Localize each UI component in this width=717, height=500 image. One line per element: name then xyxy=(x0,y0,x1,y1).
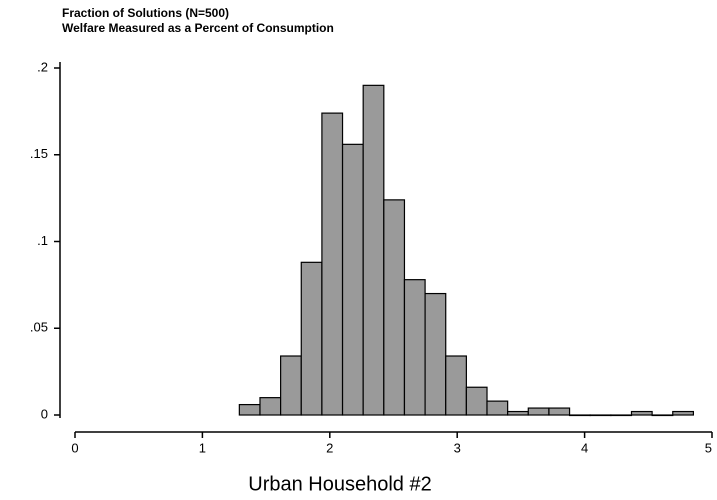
x-axis-label: Urban Household #2 xyxy=(248,473,431,495)
y-tick-label: .1 xyxy=(37,233,48,248)
bar xyxy=(445,355,467,416)
x-tick-label: 5 xyxy=(705,440,712,455)
bar xyxy=(321,112,344,416)
bar xyxy=(280,355,302,416)
bar xyxy=(300,261,323,416)
bar xyxy=(403,279,426,416)
bar xyxy=(610,414,633,417)
bar xyxy=(486,400,509,416)
bar xyxy=(424,292,447,416)
y-tick-label: .15 xyxy=(30,146,48,161)
bar xyxy=(259,397,282,416)
bar xyxy=(507,410,529,416)
bar xyxy=(548,407,571,416)
bar xyxy=(383,199,406,416)
bar xyxy=(589,414,612,417)
bar xyxy=(527,407,550,416)
x-tick-label: 0 xyxy=(71,440,78,455)
bar xyxy=(465,386,488,416)
x-tick-label: 1 xyxy=(199,440,206,455)
chart-subtitle: Welfare Measured as a Percent of Consump… xyxy=(62,21,334,35)
chart-title: Fraction of Solutions (N=500) xyxy=(62,6,229,20)
y-tick-label: 0 xyxy=(41,406,48,421)
x-tick-label: 3 xyxy=(454,440,461,455)
y-tick-label: .2 xyxy=(37,59,48,74)
bar xyxy=(630,410,653,416)
bar xyxy=(651,414,674,417)
bar xyxy=(341,143,364,416)
x-tick-label: 4 xyxy=(581,440,588,455)
bar xyxy=(362,84,385,416)
y-tick-label: .05 xyxy=(30,320,48,335)
bar xyxy=(672,410,694,416)
bar xyxy=(568,414,591,417)
bar xyxy=(238,403,261,416)
x-tick-label: 2 xyxy=(326,440,333,455)
